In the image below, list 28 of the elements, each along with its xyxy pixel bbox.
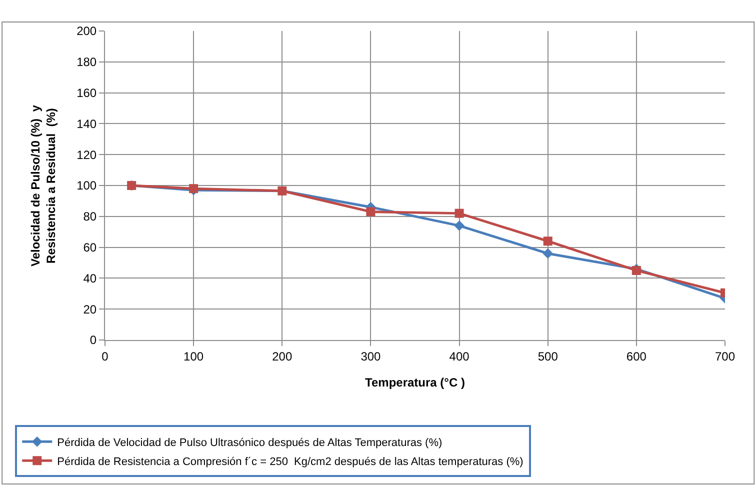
x-tick-label: 700 bbox=[714, 349, 736, 364]
x-tick-label: 400 bbox=[449, 349, 470, 364]
y-tick-label: 40 bbox=[83, 271, 97, 286]
x-tick-label: 300 bbox=[360, 349, 382, 364]
legend-label: Pérdida de Velocidad de Pulso Ultrasónico después de Altas Temperaturas (%) bbox=[57, 436, 442, 449]
y-tick-label: 60 bbox=[83, 240, 97, 254]
y-tick-label: 80 bbox=[83, 210, 97, 224]
y-axis-title: Velocidad de Pulso/10 (%) y Resistencia a Residual (%) bbox=[28, 104, 58, 266]
y-tick-label: 0 bbox=[90, 333, 97, 348]
x-tick-label: 500 bbox=[538, 349, 558, 364]
x-tick-label: 600 bbox=[626, 349, 647, 364]
y-tick-label: 180 bbox=[76, 55, 97, 70]
point bbox=[454, 220, 464, 231]
y-tick-label: 100 bbox=[76, 178, 97, 193]
point bbox=[542, 248, 554, 259]
legend-label: Pérdida de Resistencia a Compresión f´c = 250 Kg/cm2 después de las Altas temperaturas (%) bbox=[57, 456, 524, 468]
y-tick-label: 20 bbox=[83, 302, 97, 316]
x-axis-title: Temperatura (°C ) bbox=[365, 375, 465, 390]
y-tick-label: 140 bbox=[76, 116, 97, 131]
x-tick-label: 100 bbox=[184, 349, 204, 364]
y-tick-label: 160 bbox=[76, 86, 97, 100]
point bbox=[366, 207, 376, 216]
x-tick-label: 0 bbox=[102, 349, 109, 364]
y-tick-label: 120 bbox=[76, 148, 97, 162]
x-tick-label: 200 bbox=[272, 349, 292, 364]
point bbox=[454, 208, 464, 218]
point bbox=[543, 236, 552, 246]
y-tick-label: 200 bbox=[76, 24, 97, 38]
